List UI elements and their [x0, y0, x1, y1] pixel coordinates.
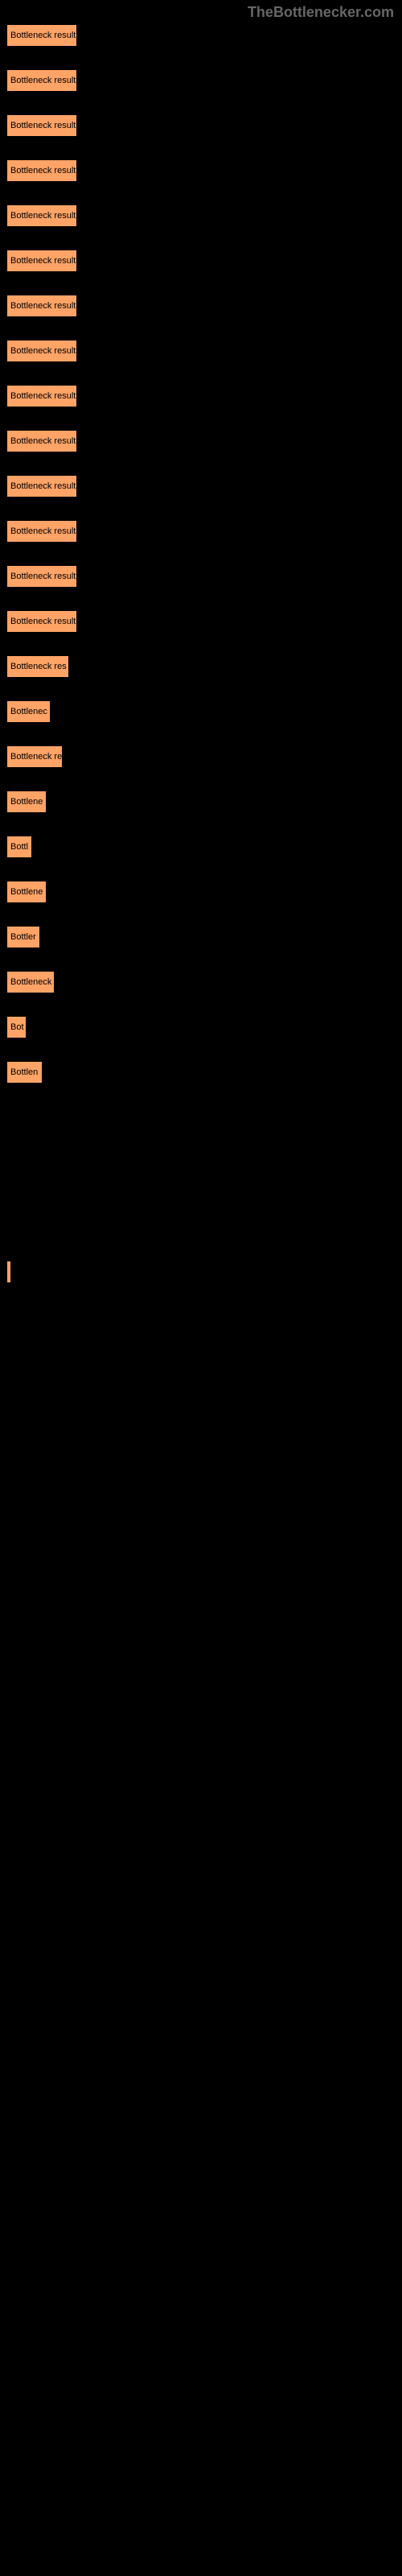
- bar-row: Bottleneck result: [6, 610, 402, 633]
- bar: Bottlene: [6, 791, 47, 813]
- bar: Bottleneck result: [6, 520, 77, 543]
- bar-row: Bottlene: [6, 791, 402, 813]
- bar: Bottlen: [6, 1061, 43, 1084]
- bar-row: Bottler: [6, 926, 402, 948]
- bar-row: Bottlene: [6, 881, 402, 903]
- bar-row: Bottleneck result: [6, 250, 402, 272]
- bar-row: Bottlenec: [6, 700, 402, 723]
- bar-chart: Bottleneck result Bottleneck result Bottle…: [0, 0, 402, 1283]
- bar-row: Bottleneck result: [6, 159, 402, 182]
- bar: Bottleneck result: [6, 565, 77, 588]
- bar-row: Bot: [6, 1016, 402, 1038]
- bar: Bottleneck: [6, 971, 55, 993]
- bar: Bottler: [6, 926, 40, 948]
- bar-row: Bottleneck: [6, 971, 402, 993]
- bar: Bottleneck result: [6, 24, 77, 47]
- bar: Bottleneck result: [6, 114, 77, 137]
- tiny-bar: [6, 1261, 11, 1283]
- bar: Bottleneck result: [6, 69, 77, 92]
- bar-row: Bottleneck result: [6, 204, 402, 227]
- bar: Bottleneck result: [6, 430, 77, 452]
- bar-row: Bottleneck result: [6, 385, 402, 407]
- bar-row: Bottleneck result: [6, 520, 402, 543]
- bar-row: Bottleneck result: [6, 475, 402, 497]
- bar-row: Bottleneck result: [6, 430, 402, 452]
- bar-row: Bottl: [6, 836, 402, 858]
- bar-row: Bottleneck result: [6, 24, 402, 47]
- bar: Bottleneck result: [6, 204, 77, 227]
- bar-row: Bottleneck result: [6, 565, 402, 588]
- bar: Bottlenec: [6, 700, 51, 723]
- bar: Bot: [6, 1016, 27, 1038]
- bar-row: Bottleneck result: [6, 114, 402, 137]
- bar: Bottleneck result: [6, 159, 77, 182]
- bar-row: Bottleneck re: [6, 745, 402, 768]
- bar: Bottleneck result: [6, 385, 77, 407]
- bar-row: Bottleneck res: [6, 655, 402, 678]
- bar: Bottleneck res: [6, 655, 69, 678]
- bar-row: Bottleneck result: [6, 340, 402, 362]
- bar: Bottleneck result: [6, 295, 77, 317]
- bar: Bottleneck result: [6, 250, 77, 272]
- bar: Bottleneck result: [6, 475, 77, 497]
- bar: Bottl: [6, 836, 32, 858]
- bar-row: Bottleneck result: [6, 295, 402, 317]
- bar: Bottleneck re: [6, 745, 63, 768]
- bar-row: Bottleneck result: [6, 69, 402, 92]
- watermark: TheBottlenecker.com: [248, 4, 394, 21]
- bar: Bottleneck result: [6, 340, 77, 362]
- bar: Bottlene: [6, 881, 47, 903]
- bar: Bottleneck result: [6, 610, 77, 633]
- bar-row: Bottlen: [6, 1061, 402, 1084]
